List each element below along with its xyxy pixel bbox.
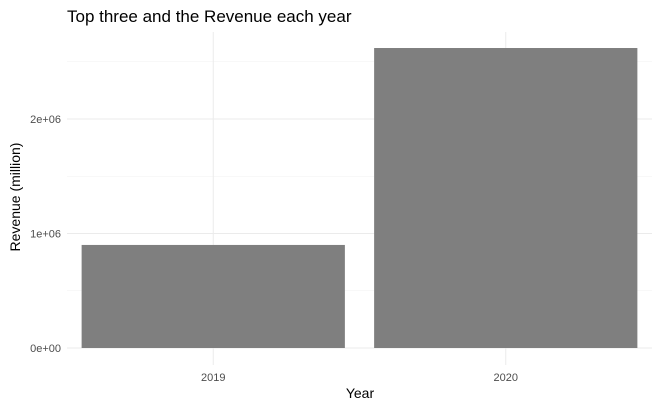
y-tick-label: 1e+06 xyxy=(30,229,61,241)
x-axis-title: Year xyxy=(346,385,375,401)
bars xyxy=(81,48,638,348)
y-tick-label: 2e+06 xyxy=(30,114,61,126)
y-axis-title: Revenue (million) xyxy=(7,143,23,252)
bar-2019 xyxy=(81,244,345,348)
bar-2020 xyxy=(374,48,638,348)
y-axis-ticks: 0e+00 1e+06 2e+06 xyxy=(30,114,61,355)
x-tick-label: 2020 xyxy=(494,372,518,384)
chart-title: Top three and the Revenue each year xyxy=(67,7,352,26)
y-tick-label: 0e+00 xyxy=(30,343,61,355)
x-axis-ticks: 2019 2020 xyxy=(201,372,518,384)
x-tick-label: 2019 xyxy=(201,372,225,384)
